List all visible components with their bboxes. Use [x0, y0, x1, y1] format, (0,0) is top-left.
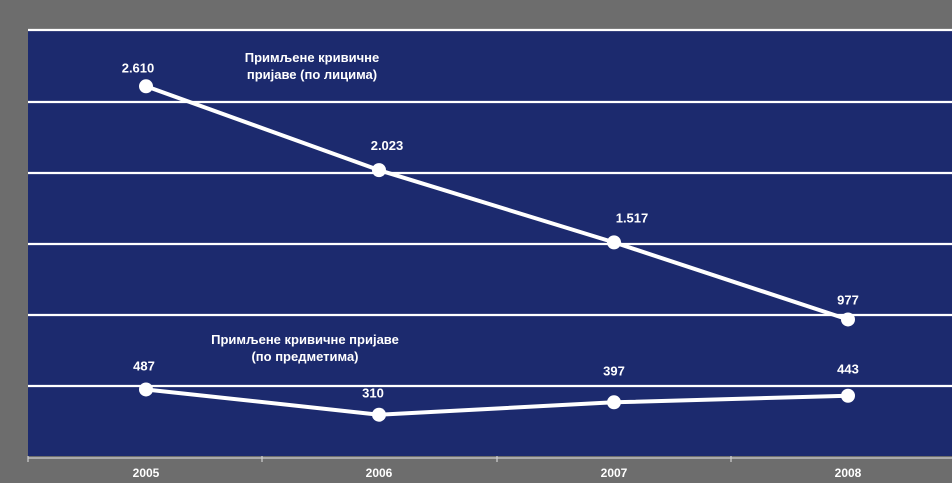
data-label: 310: [362, 386, 384, 401]
data-label: 397: [603, 363, 625, 378]
x-tick-label: 2007: [601, 466, 628, 480]
x-tick-label: 2006: [366, 466, 393, 480]
data-point: [841, 312, 855, 327]
data-label: 2.023: [371, 138, 404, 153]
x-tick-label: 2008: [835, 466, 862, 480]
data-label: 443: [837, 362, 859, 377]
data-point: [139, 79, 153, 94]
data-point: [139, 382, 153, 397]
x-tick-label: 2005: [133, 466, 160, 480]
series-line: [145, 84, 849, 322]
data-label: 1.517: [616, 210, 649, 225]
data-point: [372, 163, 386, 178]
data-point: [607, 395, 621, 410]
gridlines: [28, 28, 952, 388]
data-label: 2.610: [122, 60, 155, 75]
data-point: [841, 388, 855, 403]
series-name-label: (по предметима): [251, 349, 358, 364]
series-line: [145, 387, 849, 417]
series-name-label: Примљене кривичне пријаве: [211, 332, 399, 347]
data-label: 977: [837, 292, 859, 307]
series-name-label: Примљене кривичне: [245, 50, 379, 65]
data-point: [372, 407, 386, 422]
data-label: 487: [133, 358, 155, 373]
series-labels: Примљене кривичне пријаве (по лицима) Прим…: [211, 50, 399, 364]
series-group: 2.610 2.023 1.517 977 487 310 397 443: [122, 60, 859, 422]
series-name-label: пријаве (по лицима): [247, 67, 377, 82]
data-point: [607, 235, 621, 250]
x-axis: 2005 2006 2007 2008: [27, 456, 952, 480]
